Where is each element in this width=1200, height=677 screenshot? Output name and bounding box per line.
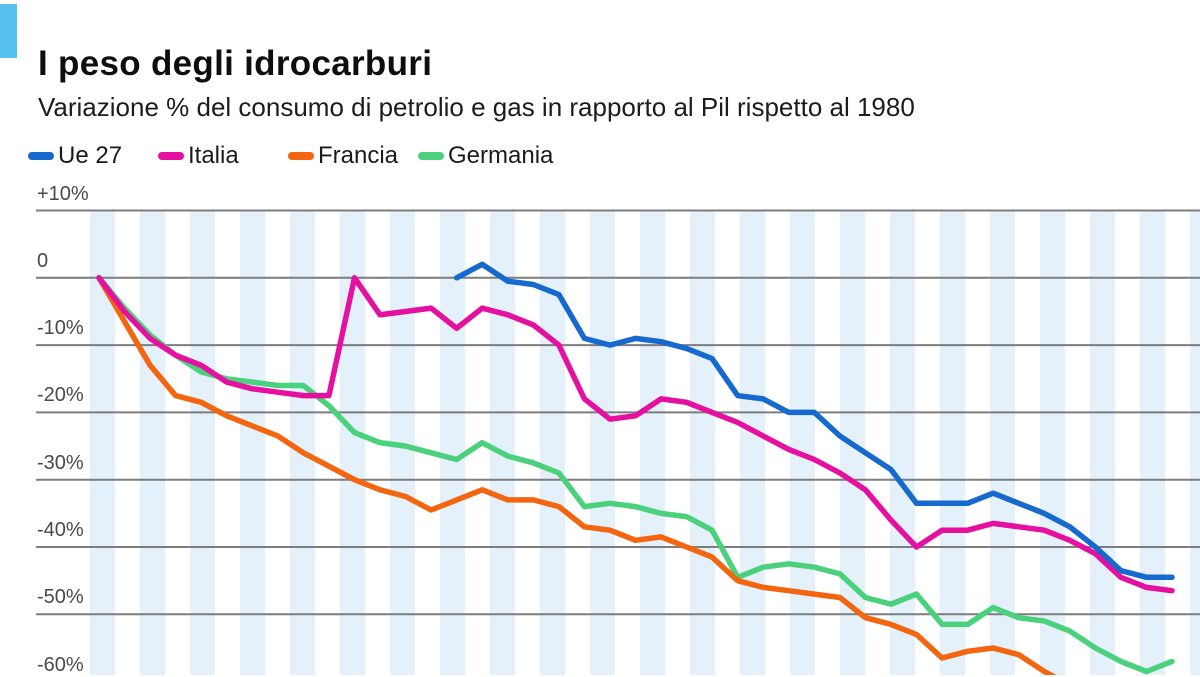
background-stripe (440, 210, 465, 675)
y-axis-label: -50% (37, 586, 84, 608)
background-stripe (590, 210, 615, 675)
legend-swatch-germania (418, 152, 444, 160)
background-stripe (240, 210, 265, 675)
legend-item-italia: Italia (158, 142, 288, 170)
y-axis-label: -30% (37, 452, 84, 474)
background-stripe (1140, 210, 1165, 675)
background-stripe (490, 210, 515, 675)
series-line-ue-27 (453, 261, 1175, 581)
background-stripe (940, 210, 965, 675)
chart-title: I peso degli idrocarburi (38, 44, 433, 84)
legend-swatch-italia (158, 152, 184, 160)
series-line-italia (96, 275, 1175, 594)
series-line-francia (96, 275, 1057, 675)
legend-label: Francia (318, 142, 399, 169)
legend-label: Germania (448, 142, 554, 169)
background-stripe (790, 210, 815, 675)
legend-item-germania: Germania (418, 142, 553, 170)
legend-label: Ue 27 (58, 142, 123, 169)
y-axis-label: -10% (37, 317, 84, 339)
background-stripe (1190, 210, 1200, 675)
background-stripe (1090, 210, 1115, 675)
legend-item-ue-27: Ue 27 (28, 142, 158, 170)
y-axis-label: +10% (37, 183, 89, 205)
legend-swatch-ue-27 (28, 152, 54, 160)
y-axis-label: -20% (37, 384, 84, 406)
background-stripe (1040, 210, 1065, 675)
background-stripe (540, 210, 565, 675)
chart-subtitle: Variazione % del consumo di petrolio e g… (38, 92, 915, 122)
background-stripe (290, 210, 315, 675)
background-stripe (640, 210, 665, 675)
legend-item-francia: Francia (288, 142, 418, 170)
background-stripe (740, 210, 765, 675)
legend-label: Italia (188, 142, 239, 169)
y-axis-label: 0 (37, 250, 49, 272)
series-line-germania (96, 275, 1175, 675)
legend-swatch-francia (288, 152, 314, 160)
background-stripe (190, 210, 215, 675)
background-stripe (690, 210, 715, 675)
background-stripe (990, 210, 1015, 675)
background-stripe (140, 210, 165, 675)
accent-bar (0, 4, 17, 58)
legend: Ue 27 Italia Francia Germania (28, 142, 553, 170)
y-axis-label: -60% (37, 654, 84, 676)
y-axis-label: -40% (37, 519, 84, 541)
